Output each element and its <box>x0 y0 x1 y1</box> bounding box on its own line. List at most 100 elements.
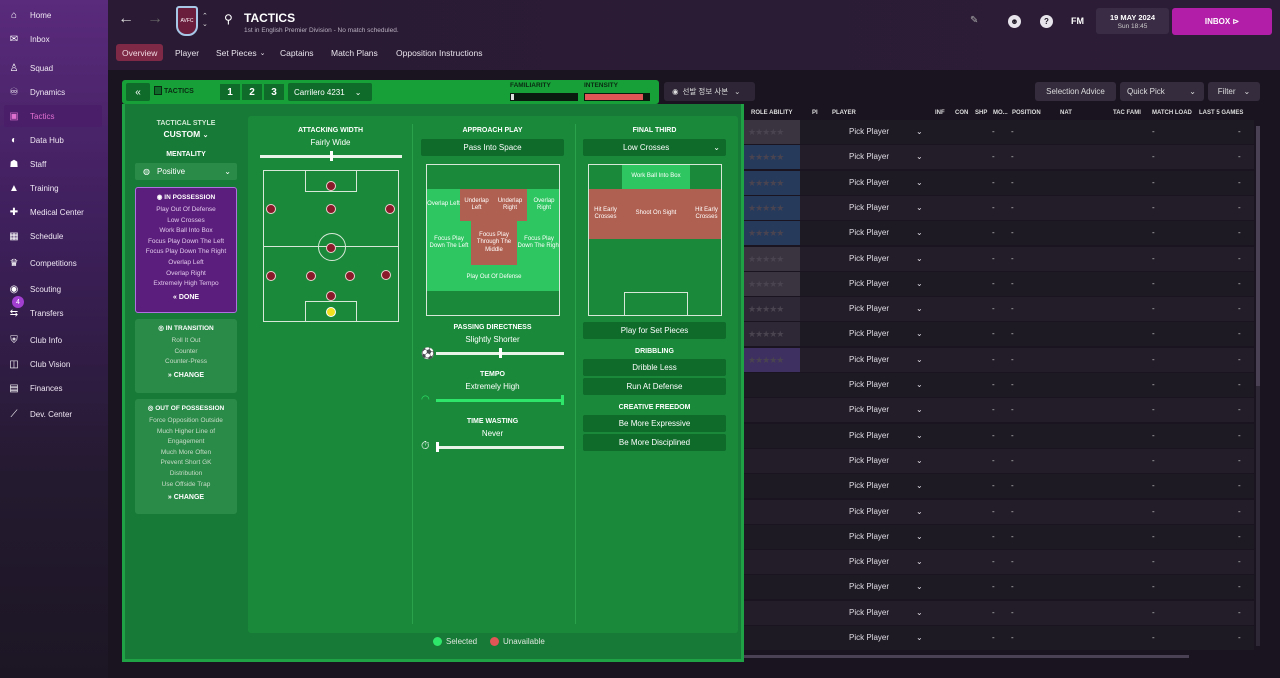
final-third-dropdown[interactable]: Low Crosses ⌄ <box>583 139 726 156</box>
formation-dropdown[interactable]: Carrilero 4231 ⌄ <box>288 83 372 101</box>
col-inf[interactable]: INF <box>935 110 945 116</box>
table-row[interactable]: ★★★★★ Pick Player ⌄ - - - - <box>744 221 1254 246</box>
run-at-defense-button[interactable]: Run At Defense <box>583 378 726 395</box>
table-row[interactable]: ★★★★★ Pick Player ⌄ - - - - <box>744 347 1254 372</box>
table-row[interactable]: Pick Player ⌄ - - - - <box>744 575 1254 600</box>
col-position[interactable]: POSITION <box>1012 110 1041 116</box>
tactic-slot-1[interactable]: 1 <box>220 84 240 100</box>
tab-match-plans[interactable]: Match Plans <box>331 47 378 58</box>
table-row[interactable]: Pick Player ⌄ - - - - <box>744 524 1254 549</box>
goalkeeper-marker[interactable] <box>326 307 336 317</box>
tab-player[interactable]: Player <box>175 47 200 58</box>
selection-advice-button[interactable]: Selection Advice <box>1035 82 1116 101</box>
quick-pick-button[interactable]: Quick Pick ⌄ <box>1120 82 1204 101</box>
search-icon[interactable]: ⚲ <box>224 12 233 26</box>
inbox-button[interactable]: INBOX ⊳ <box>1172 8 1272 35</box>
fm-menu-label[interactable]: FM <box>1071 16 1084 26</box>
table-row[interactable]: ★★★★★ Pick Player ⌄ - - - - <box>744 120 1254 144</box>
pick-player-dropdown[interactable]: Pick Player <box>849 253 890 263</box>
sidebar-item-transfers[interactable]: ⇆ Transfers 4 <box>4 296 102 324</box>
table-row[interactable]: Pick Player ⌄ - - - - <box>744 423 1254 448</box>
player-marker[interactable] <box>266 271 276 281</box>
player-marker[interactable] <box>306 271 316 281</box>
help-icon[interactable]: ? <box>1040 15 1053 28</box>
sidebar-item-medical-center[interactable]: ✚ Medical Center <box>4 201 102 223</box>
play-for-set-pieces-button[interactable]: Play for Set Pieces <box>583 322 726 339</box>
intensity-meter[interactable] <box>584 93 650 101</box>
zone-hit-early-crosses-right[interactable]: Hit Early Crosses <box>690 189 721 239</box>
player-marker[interactable] <box>326 204 336 214</box>
table-row[interactable]: ★★★★★ Pick Player ⌄ - - - - <box>744 145 1254 170</box>
pick-player-dropdown[interactable]: Pick Player <box>849 304 890 314</box>
mentality-dropdown[interactable]: ◍ Positive ⌄ <box>135 163 237 180</box>
pick-player-dropdown[interactable]: Pick Player <box>849 329 890 339</box>
zone-focus-middle[interactable]: Focus Play Through The Middle <box>471 221 517 265</box>
pick-player-dropdown[interactable]: Pick Player <box>849 531 890 541</box>
zone-overlap-right[interactable]: Overlap Right <box>527 189 559 221</box>
in-transition-change-button[interactable]: » CHANGE <box>135 372 237 379</box>
out-of-possession-change-button[interactable]: » CHANGE <box>135 494 237 501</box>
table-row[interactable]: ★★★★★ Pick Player ⌄ - - - - <box>744 246 1254 271</box>
sidebar-item-data-hub[interactable]: ◐ Data Hub <box>4 129 102 151</box>
zone-underlap-right[interactable]: Underlap Right <box>493 189 527 221</box>
zone-overlap-left[interactable]: Overlap Left <box>427 189 460 221</box>
club-switch-chevron-icon[interactable]: ⌃ ⌄ <box>202 13 208 28</box>
sidebar-item-training[interactable]: ▲ Training <box>4 177 102 199</box>
pick-player-dropdown[interactable]: Pick Player <box>849 177 890 187</box>
player-marker[interactable] <box>381 270 391 280</box>
player-marker[interactable] <box>345 271 355 281</box>
in-possession-card[interactable]: ◉ IN POSSESSION Play Out Of Defense Low C… <box>135 187 237 313</box>
familiarity-meter[interactable] <box>510 93 578 101</box>
tab-opposition-instructions[interactable]: Opposition Instructions <box>396 47 483 58</box>
pick-player-dropdown[interactable]: Pick Player <box>849 278 890 288</box>
sidebar-item-home[interactable]: ⌂ Home <box>4 4 102 26</box>
back-arrow-icon[interactable]: ← <box>118 10 134 27</box>
tab-captains[interactable]: Captains <box>280 47 314 58</box>
player-marker[interactable] <box>385 204 395 214</box>
zone-work-ball-into-box[interactable]: Work Ball Into Box <box>622 165 690 189</box>
be-more-expressive-button[interactable]: Be More Expressive <box>583 415 726 432</box>
be-more-disciplined-button[interactable]: Be More Disciplined <box>583 434 726 451</box>
pick-player-dropdown[interactable]: Pick Player <box>849 354 890 364</box>
pick-player-dropdown[interactable]: Pick Player <box>849 633 890 642</box>
sidebar-item-club-vision[interactable]: ◫ Club Vision <box>4 353 102 375</box>
col-shp[interactable]: SHP <box>975 110 988 116</box>
table-row[interactable]: Pick Player ⌄ - - - - <box>744 448 1254 473</box>
pick-player-dropdown[interactable]: Pick Player <box>849 506 890 516</box>
zone-play-out-of-defense[interactable]: Play Out Of Defense <box>427 265 559 291</box>
zone-shoot-on-sight[interactable]: Shoot On Sight <box>622 189 690 239</box>
sidebar-item-schedule[interactable]: ▦ Schedule <box>4 225 102 247</box>
tactic-slot-2[interactable]: 2 <box>242 84 262 100</box>
sidebar-item-finances[interactable]: ▤ Finances <box>4 377 102 399</box>
pick-player-dropdown[interactable]: Pick Player <box>849 152 890 162</box>
pick-player-dropdown[interactable]: Pick Player <box>849 127 890 136</box>
pick-player-dropdown[interactable]: Pick Player <box>849 430 890 440</box>
sidebar-item-squad[interactable]: ♙ Squad <box>4 57 102 79</box>
tab-set-pieces[interactable]: Set Pieces ⌄ <box>210 44 272 61</box>
zone-underlap-left[interactable]: Underlap Left <box>460 189 493 221</box>
table-row[interactable]: Pick Player ⌄ - - - - <box>744 398 1254 423</box>
pick-player-dropdown[interactable]: Pick Player <box>849 405 890 415</box>
player-marker[interactable] <box>266 204 276 214</box>
table-row[interactable]: ★★★★★ Pick Player ⌄ - - - - <box>744 195 1254 220</box>
col-pi[interactable]: PI <box>812 110 818 116</box>
tactic-slot-3[interactable]: 3 <box>264 84 284 100</box>
table-row[interactable]: Pick Player ⌄ - - - - <box>744 373 1254 397</box>
table-row[interactable]: ★★★★★ Pick Player ⌄ - - - - <box>744 271 1254 296</box>
sidebar-item-competitions[interactable]: ♛ Competitions <box>4 252 102 274</box>
sidebar-item-club-info[interactable]: ⛨ Club Info <box>4 329 102 351</box>
sidebar-item-dev-center[interactable]: ⟋ Dev. Center <box>4 403 102 425</box>
attacking-width-slider[interactable] <box>260 151 402 161</box>
col-last-5-games[interactable]: LAST 5 GAMES <box>1199 110 1244 116</box>
tab-overview[interactable]: Overview <box>116 44 164 61</box>
player-marker[interactable] <box>326 243 336 253</box>
col-nat[interactable]: NAT <box>1060 110 1072 116</box>
pick-player-dropdown[interactable]: Pick Player <box>849 455 890 465</box>
sidebar-item-scouting[interactable]: ◉ Scouting <box>4 278 102 300</box>
sidebar-item-tactics[interactable]: ▣ Tactics <box>4 105 102 127</box>
pick-player-dropdown[interactable]: Pick Player <box>849 228 890 238</box>
pick-player-dropdown[interactable]: Pick Player <box>849 557 890 567</box>
date-continue-box[interactable]: 19 MAY 2024 Sun 18:45 <box>1096 8 1169 34</box>
col-player[interactable]: PLAYER <box>832 110 856 116</box>
sidebar-item-dynamics[interactable]: ♾ Dynamics <box>4 81 102 103</box>
